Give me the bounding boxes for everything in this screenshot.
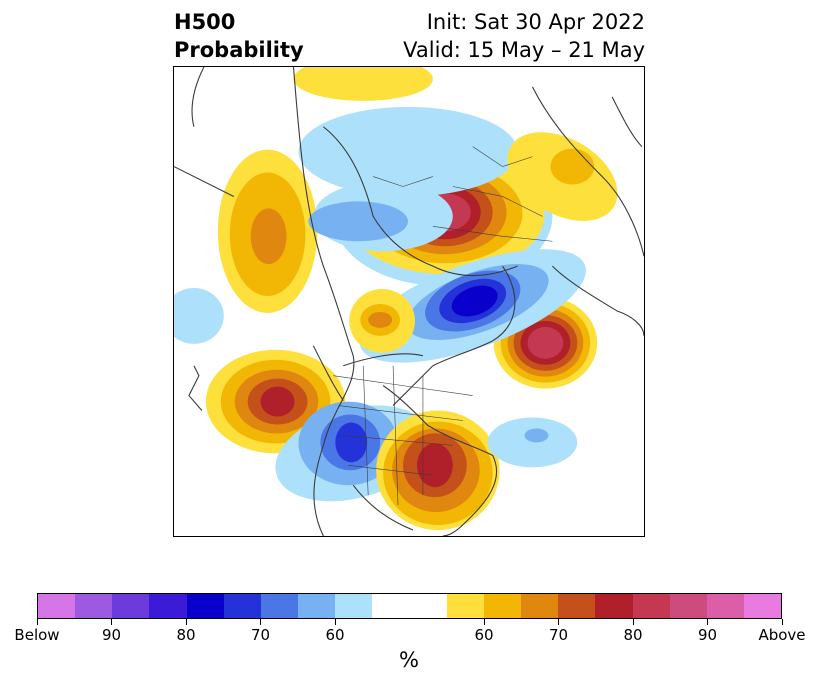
color-scale-cell: [632, 594, 670, 618]
color-scale-cell: [595, 594, 633, 618]
color-scale-cell: [409, 594, 447, 618]
color-scale-cell: [743, 594, 782, 618]
run-info: Init: Sat 30 Apr 2022 Valid: 15 May – 21…: [403, 8, 645, 64]
color-scale-tick: [781, 619, 783, 625]
color-scale-tick-label: Above: [758, 626, 806, 644]
color-scale-cell: [149, 594, 187, 618]
color-scale-cell: [186, 594, 224, 618]
probability-map: [173, 66, 645, 537]
color-scale-tick-label: 90: [101, 626, 122, 644]
anomaly-above-eastern-us: [376, 410, 500, 531]
anomaly-above-northwest: [217, 149, 318, 313]
color-scale-tick-label: 60: [474, 626, 494, 644]
color-scale-tick: [558, 619, 559, 625]
color-scale-cell: [446, 594, 484, 618]
map-title: H500 Probability: [174, 8, 304, 64]
political-borders: [333, 146, 553, 506]
color-scale-tick-label: 70: [548, 626, 569, 644]
color-scale-tick-label: 70: [250, 626, 271, 644]
title-line-1: H500: [174, 10, 236, 34]
color-scale-cell: [335, 594, 373, 618]
color-scale-tick-label: 90: [697, 626, 718, 644]
color-scale-cell: [260, 594, 299, 618]
color-scale-tick: [334, 619, 336, 625]
color-scale-cell: [521, 594, 559, 618]
anomaly-below-mid-atlantic: [487, 417, 578, 468]
color-scale-cell: [38, 594, 76, 618]
color-scale-cell: [483, 594, 522, 618]
color-scale-cell: [669, 594, 707, 618]
anomaly-below-atlantic: [359, 249, 586, 363]
color-scale-tick: [632, 619, 634, 625]
color-scale-tick-label: Below: [14, 626, 60, 644]
color-scale-cell: [298, 594, 336, 618]
init-time: Init: Sat 30 Apr 2022: [426, 10, 645, 34]
units-label: %: [399, 648, 419, 672]
color-scale-cell: [75, 594, 113, 618]
valid-period: Valid: 15 May – 21 May: [403, 38, 645, 62]
coastlines: [174, 67, 644, 536]
color-scale-tick-label: 60: [325, 626, 345, 644]
color-scale-cell: [112, 594, 150, 618]
color-scale-tick: [185, 619, 187, 625]
color-scale-tick: [260, 619, 261, 625]
color-scale-cell: [223, 594, 261, 618]
anomaly-above-top: [293, 67, 618, 221]
color-scale-cell: [372, 594, 410, 618]
color-scale-tick: [111, 619, 112, 625]
color-scale-cell: [706, 594, 744, 618]
color-scale-bar: [37, 593, 782, 619]
anomaly-above-central-asia: [349, 289, 415, 353]
color-scale-cell: [558, 594, 596, 618]
color-scale-tick: [483, 619, 485, 625]
color-scale-tick-label: 80: [176, 626, 196, 644]
color-scale-tick-label: 80: [623, 626, 643, 644]
color-scale-tick: [707, 619, 708, 625]
color-scale-tick: [36, 619, 38, 625]
title-line-2: Probability: [174, 38, 304, 62]
anomaly-below-arctic: [174, 106, 518, 344]
